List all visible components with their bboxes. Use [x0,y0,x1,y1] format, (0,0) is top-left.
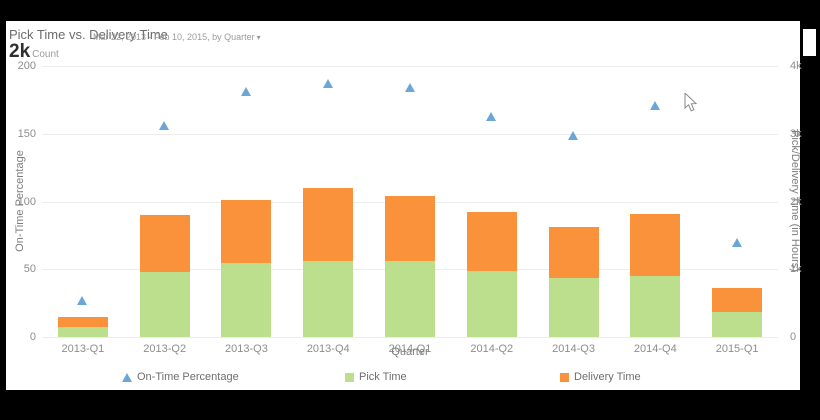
right-y-tick-label: 0 [790,331,797,343]
bar-segment-pick-time[interactable] [139,271,190,337]
legend-triangle-icon [122,372,132,382]
left-y-tick-label: 50 [23,263,36,276]
chart-title: Pick Time vs. Delivery Time [9,27,168,42]
bar-segment-pick-time[interactable] [57,326,108,337]
bar-segment-delivery-time[interactable] [385,196,435,262]
bar-segment-pick-time[interactable] [221,263,272,337]
x-tick-label: 2013-Q1 [61,343,105,355]
legend-label: On-Time Percentage [137,371,239,383]
x-axis-title: Quarter [391,346,429,358]
left-y-tick-label: 0 [29,331,36,343]
legend-label: Pick Time [359,371,407,383]
legend-item-on-time-percentage[interactable]: On-Time Percentage [122,371,239,383]
right-y-tick-label: 2k [790,195,802,208]
chart-legend: On-Time Percentage Pick Time Delivery Time [6,371,800,387]
x-tick-label: 2014-Q3 [552,343,595,355]
on-time-percentage-marker[interactable] [486,111,497,121]
left-y-tick-label: 100 [17,195,36,208]
bar-segment-pick-time[interactable] [303,261,354,337]
gridline [42,133,778,135]
metric-value: 2k [9,41,31,62]
bar-segment-pick-time[interactable] [712,311,763,337]
gridline [42,66,778,67]
on-time-percentage-marker[interactable] [240,87,251,97]
date-range-filter[interactable]: Mar 22, 2013 - Feb 10, 2015, by Quarter ▾ [93,32,261,42]
date-range-label: Mar 22, 2013 - Feb 10, 2015, by Quarter [93,32,255,42]
bar-segment-delivery-time[interactable] [548,226,599,279]
metric-summary: 2k Count [9,41,59,63]
on-time-percentage-marker[interactable] [649,100,660,110]
chart-plot-area[interactable]: 0 0 50 1k 100 2k 150 3k 200 4k 2013-Q1 2013-Q2 2013-… [18,60,802,355]
x-tick-label: 2015-Q1 [715,343,759,355]
right-y-tick-label: 1k [790,263,802,276]
chart-widget: Pick Time vs. Delivery Time Mar 22, 2013… [6,21,802,390]
x-tick-label: 2014-Q4 [633,343,677,355]
bar-segment-delivery-time[interactable] [139,215,190,272]
on-time-percentage-marker[interactable] [731,237,742,247]
x-tick-label: 2014-Q2 [470,343,514,355]
on-time-percentage-marker[interactable] [568,130,579,140]
chevron-down-icon: ▾ [256,33,261,42]
left-y-tick-label: 150 [17,127,36,140]
left-axis-title: On-Time Percentage [14,150,26,252]
metric-label: Count [32,49,59,60]
right-y-tick-label: 4k [790,60,802,72]
bar-segment-pick-time[interactable] [466,270,517,337]
bar-segment-delivery-time[interactable] [712,288,763,312]
left-y-tick-label: 200 [17,60,36,72]
legend-label: Delivery Time [574,371,641,383]
on-time-percentage-marker[interactable] [77,295,88,305]
x-tick-label: 2013-Q3 [225,343,268,355]
on-time-percentage-marker[interactable] [404,83,415,93]
mouse-cursor [684,93,698,112]
right-axis-title: Pick/Delivery Time (in Hours) [789,130,801,272]
bar-segment-delivery-time[interactable] [303,187,354,262]
x-tick-label: 2014-Q1 [388,343,432,355]
x-tick-label: 2013-Q2 [143,343,187,355]
bar-segment-delivery-time[interactable] [466,211,517,271]
bar-segment-delivery-time[interactable] [221,200,272,264]
x-tick-label: 2013-Q4 [306,343,350,355]
bar-segment-pick-time[interactable] [385,261,435,337]
bar-segment-pick-time[interactable] [630,276,681,337]
bar-segment-delivery-time[interactable] [57,317,108,327]
legend-item-pick-time[interactable]: Pick Time [345,371,407,383]
legend-item-delivery-time[interactable]: Delivery Time [560,371,641,383]
right-y-tick-label: 3k [790,127,802,140]
on-time-percentage-marker[interactable] [159,121,170,131]
on-time-percentage-marker[interactable] [322,79,333,89]
bar-segment-delivery-time[interactable] [630,213,681,277]
side-panel-fragment [803,29,816,56]
gridline [42,337,778,338]
legend-square-icon [345,372,354,382]
bar-segment-pick-time[interactable] [548,278,599,337]
legend-square-icon [560,372,569,382]
